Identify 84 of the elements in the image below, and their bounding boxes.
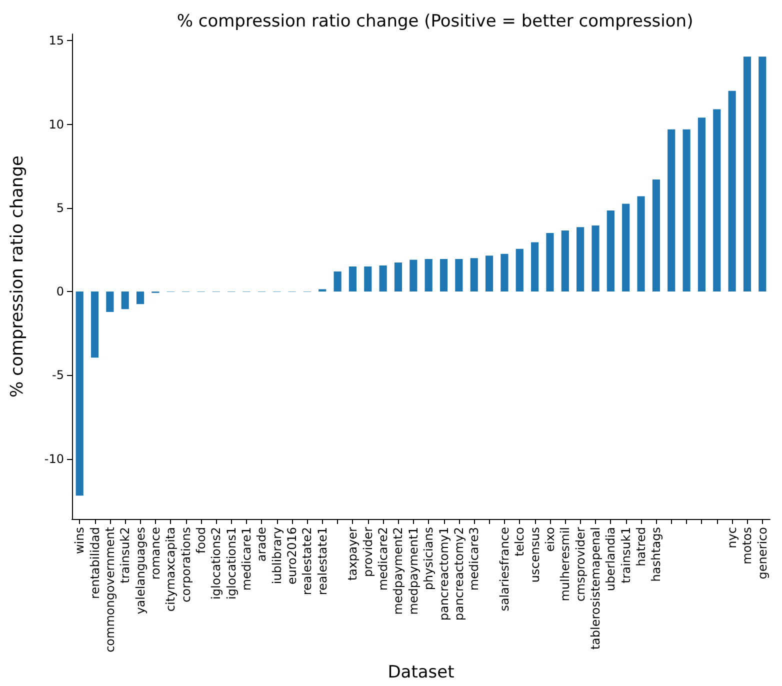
x-tick-label: provider: [360, 526, 375, 577]
bar: [561, 230, 569, 292]
x-tick-label: iublibrary: [270, 527, 284, 584]
x-tick-label: food: [194, 527, 208, 554]
x-tick-label: euro2016: [285, 527, 300, 585]
x-tick-label: motos: [740, 527, 754, 564]
x-tick-label: yalelanguages: [133, 527, 148, 614]
bar: [334, 271, 342, 292]
bar: [410, 260, 418, 292]
x-axis-title: Dataset: [388, 662, 455, 682]
x-tick-label: eixo: [542, 527, 557, 552]
x-tick-label: tablerosistemapenal: [588, 527, 602, 650]
x-tick-label: hashtags: [649, 527, 664, 582]
x-tick-label: realestate2: [300, 527, 314, 596]
bar: [531, 242, 539, 292]
x-tick-label: iglocations1: [224, 527, 238, 600]
bar: [682, 129, 690, 292]
x-tick-label: iglocations2: [209, 527, 224, 600]
x-tick-label: mulheresmil: [558, 527, 572, 602]
bar: [440, 258, 448, 292]
bar: [592, 225, 600, 292]
bar: [394, 262, 402, 292]
x-tick-label: nyc: [725, 527, 740, 548]
bar: [318, 289, 326, 292]
x-tick-label: trainsuk2: [118, 527, 132, 584]
bar: [622, 204, 630, 292]
x-tick-label: arade: [254, 527, 269, 562]
bar: [106, 292, 114, 312]
x-tick-label: salariesfrance: [497, 527, 512, 612]
x-tick-label: rentabilidad: [88, 527, 102, 599]
bar: [379, 265, 387, 292]
bar: [576, 227, 584, 292]
bar: [500, 254, 508, 292]
bar: [698, 118, 706, 292]
x-tick-label: medicare3: [467, 527, 482, 591]
x-tick-label: romance: [148, 527, 162, 580]
y-tick-label: -10: [44, 452, 64, 466]
bar: [652, 180, 660, 292]
bar: [90, 292, 99, 358]
x-tick-label: uscensus: [528, 527, 542, 583]
bar: [424, 258, 432, 292]
x-tick-label: realestate1: [315, 527, 330, 596]
bar: [364, 266, 372, 292]
x-tick-label: trainsuk1: [618, 527, 633, 584]
x-tick-label: cmsprovider: [573, 526, 588, 602]
y-tick-label: 15: [48, 34, 64, 48]
x-tick-label: medicare2: [376, 527, 390, 591]
y-tick-label: 0: [56, 284, 64, 299]
bar: [136, 292, 144, 304]
bar: [121, 292, 129, 310]
x-tick-label: medicare1: [240, 527, 254, 591]
bar: [485, 256, 494, 292]
y-axis-title: % compression ratio change: [8, 156, 28, 398]
bar: [743, 56, 752, 292]
x-tick-label: physicians: [422, 527, 436, 590]
x-tick-label: corporations: [178, 527, 193, 602]
y-tick-label: 10: [48, 117, 64, 132]
bar: [713, 109, 721, 292]
bar: [76, 292, 84, 496]
bar: [728, 90, 736, 292]
x-tick-label: medpayment2: [391, 527, 406, 615]
bar: [606, 210, 614, 292]
bar: [637, 196, 645, 292]
x-tick-label: citymaxcapita: [164, 527, 178, 612]
x-tick-label: wins: [72, 527, 87, 554]
bar: [455, 258, 463, 292]
bar: [348, 266, 357, 292]
bar: [758, 56, 766, 292]
bar: [546, 233, 554, 292]
bar: [668, 129, 676, 292]
x-tick-label: commongovernment: [102, 526, 117, 652]
x-tick-label: uberlandia: [604, 527, 618, 592]
x-tick-label: generico: [755, 527, 770, 580]
chart-title: % compression ratio change (Positive = better compression): [176, 12, 694, 32]
y-tick-label: -5: [52, 368, 64, 382]
bar: [516, 248, 524, 292]
x-tick-label: hatred: [634, 527, 648, 566]
x-tick-label: telco: [512, 527, 527, 556]
x-tick-label: pancreactomy1: [436, 527, 451, 621]
x-tick-label: medpayment1: [406, 527, 420, 615]
x-tick-label: taxpayer: [346, 526, 360, 581]
y-tick-label: 5: [56, 200, 64, 215]
x-tick-label: pancreactomy2: [452, 527, 466, 621]
bar: [470, 258, 478, 292]
